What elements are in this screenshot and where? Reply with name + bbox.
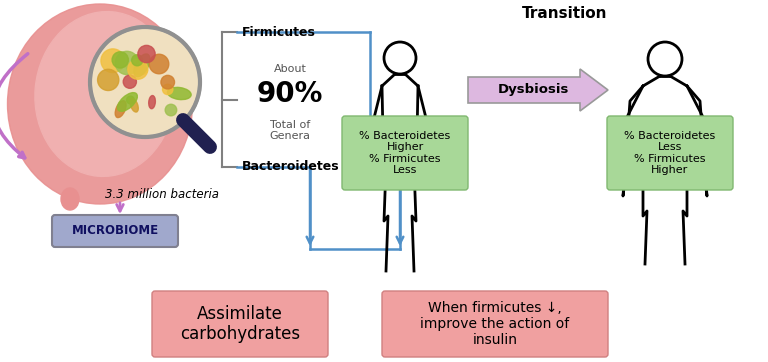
FancyBboxPatch shape	[152, 291, 328, 357]
Ellipse shape	[126, 63, 147, 75]
Text: % Bacteroidetes
Higher
% Firmicutes
Less: % Bacteroidetes Higher % Firmicutes Less	[359, 131, 451, 176]
Circle shape	[112, 52, 128, 68]
Circle shape	[149, 54, 169, 74]
Ellipse shape	[35, 12, 175, 176]
Circle shape	[161, 75, 174, 89]
Ellipse shape	[134, 54, 150, 77]
Ellipse shape	[61, 188, 79, 210]
Circle shape	[131, 55, 143, 66]
Ellipse shape	[115, 101, 126, 118]
Ellipse shape	[149, 96, 155, 109]
Text: 3.3 million bacteria: 3.3 million bacteria	[105, 188, 219, 201]
Text: Transition: Transition	[522, 7, 607, 21]
Ellipse shape	[8, 4, 193, 204]
Text: % Bacteroidetes
Less
% Firmicutes
Higher: % Bacteroidetes Less % Firmicutes Higher	[624, 131, 716, 176]
FancyBboxPatch shape	[52, 215, 178, 247]
Text: Dysbiosis: Dysbiosis	[498, 84, 568, 97]
Text: Bacteroidetes: Bacteroidetes	[242, 160, 339, 173]
Circle shape	[127, 96, 134, 104]
Text: MICROBIOME: MICROBIOME	[71, 224, 158, 237]
Ellipse shape	[661, 196, 669, 216]
Circle shape	[123, 75, 137, 88]
Text: Firmicutes: Firmicutes	[242, 25, 316, 38]
FancyBboxPatch shape	[342, 116, 468, 190]
Circle shape	[165, 104, 177, 116]
Text: Assimilate
carbohydrates: Assimilate carbohydrates	[180, 304, 300, 344]
FancyBboxPatch shape	[607, 116, 733, 190]
Text: Total of
Genera: Total of Genera	[270, 119, 310, 141]
Ellipse shape	[130, 98, 138, 112]
FancyArrow shape	[468, 69, 608, 111]
Circle shape	[127, 59, 147, 79]
Circle shape	[90, 27, 200, 137]
Text: When firmicutes ↓,
improve the action of
insulin: When firmicutes ↓, improve the action of…	[420, 301, 570, 347]
Text: 90%: 90%	[257, 80, 323, 109]
Circle shape	[101, 49, 124, 72]
Circle shape	[163, 84, 173, 94]
FancyBboxPatch shape	[382, 291, 608, 357]
Text: About: About	[273, 64, 306, 75]
Ellipse shape	[118, 93, 137, 111]
Circle shape	[98, 69, 119, 90]
Circle shape	[115, 51, 138, 75]
Ellipse shape	[167, 87, 191, 100]
Circle shape	[137, 45, 155, 63]
